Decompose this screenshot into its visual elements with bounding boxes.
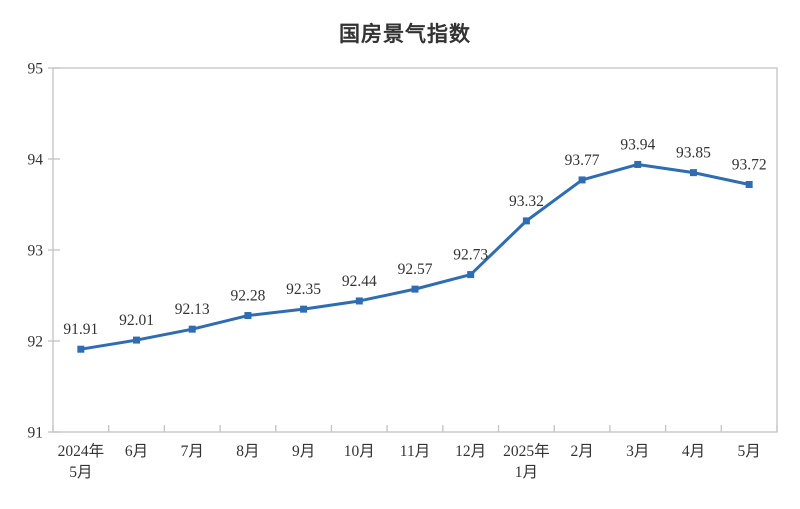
- data-point-marker: [133, 336, 141, 344]
- series-line: [79, 162, 751, 351]
- data-label: 93.72: [732, 156, 767, 173]
- y-axis-label: 95: [28, 61, 44, 78]
- x-axis-label: 5月: [738, 443, 761, 460]
- y-axis-label: 92: [28, 334, 44, 351]
- x-axis-label: 2025年: [503, 442, 550, 460]
- data-label: 93.77: [565, 152, 600, 169]
- data-label: 92.73: [453, 247, 488, 264]
- data-label: 93.85: [676, 145, 711, 162]
- data-label: 92.28: [230, 288, 265, 305]
- data-point-marker: [522, 217, 530, 225]
- data-point-marker: [634, 160, 642, 168]
- data-label: 92.57: [398, 261, 433, 278]
- data-point-marker: [244, 312, 252, 320]
- x-axis-label: 5月: [69, 464, 92, 481]
- x-axis-label: 11月: [400, 443, 430, 460]
- data-label: 93.32: [509, 193, 544, 210]
- data-point-marker: [411, 285, 419, 293]
- data-point-marker: [578, 176, 586, 184]
- data-label: 92.35: [286, 281, 321, 298]
- y-axis-label: 93: [28, 243, 44, 260]
- y-axis-label: 94: [28, 152, 44, 169]
- data-point-marker: [745, 180, 753, 188]
- plot-border: [52, 67, 778, 433]
- data-label: 91.91: [63, 321, 98, 338]
- x-axis-label: 2月: [570, 443, 593, 460]
- x-axis-label: 9月: [292, 443, 315, 460]
- x-axis-label: 8月: [236, 443, 259, 460]
- chart-title: 国房景气指数: [339, 23, 471, 46]
- data-label: 92.13: [175, 301, 210, 318]
- x-axis-label: 2024年: [58, 442, 105, 460]
- data-point-marker: [188, 325, 196, 333]
- data-point-marker: [689, 169, 697, 177]
- data-point-marker: [77, 345, 85, 353]
- x-axis-label: 6月: [125, 443, 148, 460]
- data-label: 92.01: [119, 312, 154, 329]
- data-point-marker: [300, 305, 308, 313]
- data-point-marker: [467, 271, 475, 279]
- x-axis-label: 1月: [515, 464, 538, 481]
- x-axis-label: 7月: [181, 443, 204, 460]
- x-axis-label: 10月: [344, 443, 375, 460]
- data-label: 93.94: [620, 136, 655, 153]
- x-axis-label: 3月: [626, 443, 649, 460]
- x-axis-label: 4月: [682, 443, 705, 460]
- data-label: 92.44: [342, 273, 377, 290]
- y-axis-label: 91: [28, 425, 44, 442]
- x-axis-label: 12月: [455, 443, 486, 460]
- data-point-marker: [355, 297, 363, 305]
